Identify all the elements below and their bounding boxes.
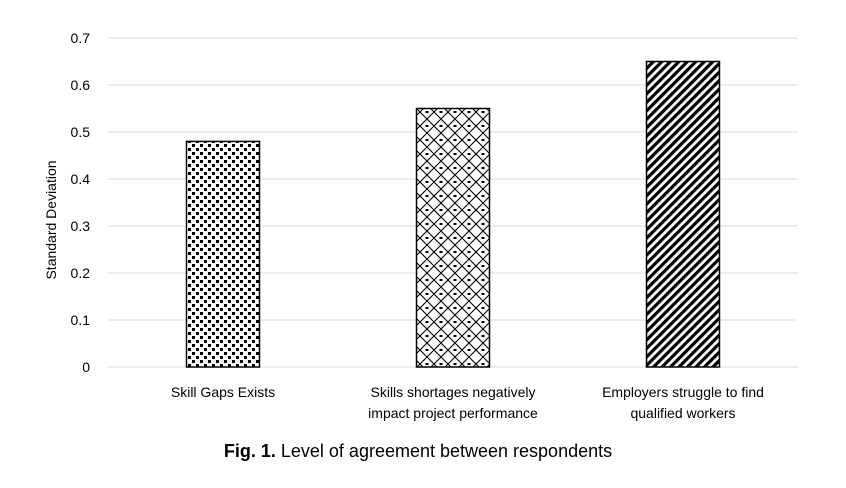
y-axis-title: Standard Deviation	[43, 160, 59, 279]
y-axis-ticks: 0 0.1 0.2 0.3 0.4 0.5 0.6 0.7	[71, 30, 91, 375]
y-tick-label: 0	[82, 359, 90, 375]
bar	[645, 60, 721, 368]
x-category-label-line: Skills shortages negatively	[371, 384, 536, 400]
bar	[185, 140, 261, 368]
x-category-label-line: Employers struggle to find	[602, 384, 764, 400]
x-category-label: Employers struggle to find qualified work…	[602, 384, 764, 421]
figure-caption-prefix: Fig. 1.	[224, 441, 276, 461]
bars	[185, 60, 721, 368]
y-tick-label: 0.5	[71, 124, 91, 140]
y-tick-label: 0.4	[71, 171, 91, 187]
x-category-label-line: qualified workers	[630, 405, 735, 421]
x-category-label-line: impact project performance	[368, 405, 538, 421]
x-category-label: Skills shortages negatively impact projec…	[368, 384, 538, 421]
y-tick-label: 0.1	[71, 312, 91, 328]
x-category-label-line: Skill Gaps Exists	[171, 384, 275, 400]
figure-caption: Fig. 1. Level of agreement between respo…	[224, 441, 612, 461]
bar	[415, 107, 491, 368]
y-tick-label: 0.6	[71, 77, 91, 93]
y-tick-label: 0.2	[71, 265, 91, 281]
x-category-label: Skill Gaps Exists	[171, 384, 275, 400]
figure-caption-text: Level of agreement between respondents	[276, 441, 612, 461]
y-tick-label: 0.7	[71, 30, 91, 46]
x-axis-category-labels: Skill Gaps Exists Skills shortages negati…	[171, 384, 764, 421]
y-tick-label: 0.3	[71, 218, 91, 234]
